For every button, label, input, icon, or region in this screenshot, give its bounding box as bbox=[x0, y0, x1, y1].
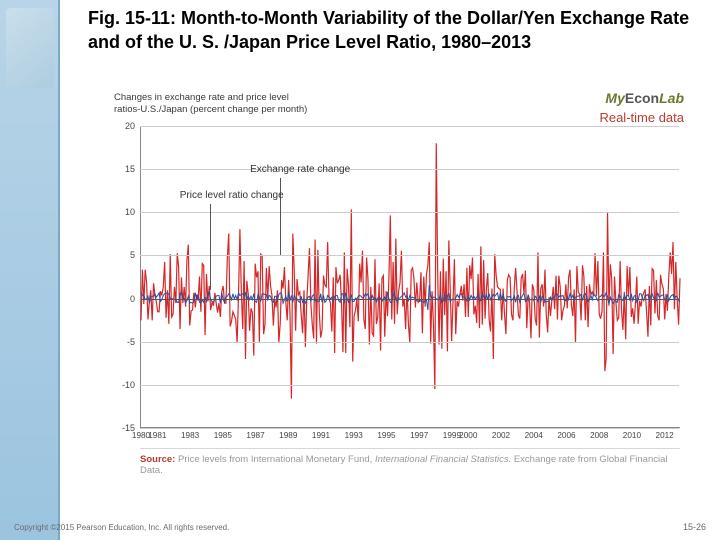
source-prefix: Source: bbox=[140, 454, 175, 465]
y-axis-label: Changes in exchange rate and price level… bbox=[114, 92, 307, 116]
ytick-label: 5 bbox=[130, 250, 135, 260]
xtick-label: 2004 bbox=[525, 431, 543, 440]
brand-my: My bbox=[605, 90, 624, 106]
xtick-label: 2012 bbox=[656, 431, 674, 440]
series-exchange-rate-change bbox=[141, 143, 680, 398]
ytick-label: 10 bbox=[125, 207, 135, 217]
callout-label: Exchange rate change bbox=[250, 164, 350, 175]
ytick-label: 20 bbox=[125, 121, 135, 131]
xtick-label: 1987 bbox=[246, 431, 264, 440]
xtick-label: 2000 bbox=[459, 431, 477, 440]
brand-econ: Econ bbox=[625, 90, 659, 106]
plot-area: -15-10-505101520198019811983198519871989… bbox=[140, 126, 680, 428]
ytick-label: 0 bbox=[130, 294, 135, 304]
source-note: Source: Price levels from International … bbox=[140, 448, 680, 476]
xtick-label: 1981 bbox=[148, 431, 166, 440]
ytick-label: -5 bbox=[127, 337, 135, 347]
xtick-label: 2002 bbox=[492, 431, 510, 440]
xtick-label: 1995 bbox=[377, 431, 395, 440]
brand-lab: Lab bbox=[659, 90, 684, 106]
xtick-label: 2010 bbox=[623, 431, 641, 440]
xtick-label: 1993 bbox=[345, 431, 363, 440]
myeconlab-logo: MyEconLab bbox=[605, 90, 684, 106]
chart-container: Changes in exchange rate and price level… bbox=[88, 88, 698, 488]
figure-title: Fig. 15-11: Month-to-Month Variability o… bbox=[88, 6, 698, 55]
ytick-label: -10 bbox=[122, 380, 135, 390]
ylabel-line1: Changes in exchange rate and price level bbox=[114, 92, 289, 103]
source-text: Price levels from International Monetary… bbox=[175, 454, 375, 465]
slide-accent-bar bbox=[0, 0, 60, 540]
callout-label: Price level ratio change bbox=[180, 190, 284, 201]
page-number: 15-26 bbox=[683, 522, 706, 532]
ytick-label: 15 bbox=[125, 164, 135, 174]
xtick-label: 2006 bbox=[557, 431, 575, 440]
line-series bbox=[141, 126, 680, 427]
ylabel-line2: ratios-U.S./Japan (percent change per mo… bbox=[114, 104, 307, 115]
xtick-label: 1997 bbox=[410, 431, 428, 440]
copyright-text: Copyright ©2015 Pearson Education, Inc. … bbox=[14, 523, 229, 532]
xtick-label: 1989 bbox=[279, 431, 297, 440]
xtick-label: 1985 bbox=[214, 431, 232, 440]
xtick-label: 1983 bbox=[181, 431, 199, 440]
realtime-data-label: Real-time data bbox=[599, 110, 684, 125]
xtick-label: 2008 bbox=[590, 431, 608, 440]
xtick-label: 1991 bbox=[312, 431, 330, 440]
source-italic: International Financial Statistics. bbox=[375, 454, 511, 465]
callout-line bbox=[210, 204, 211, 290]
